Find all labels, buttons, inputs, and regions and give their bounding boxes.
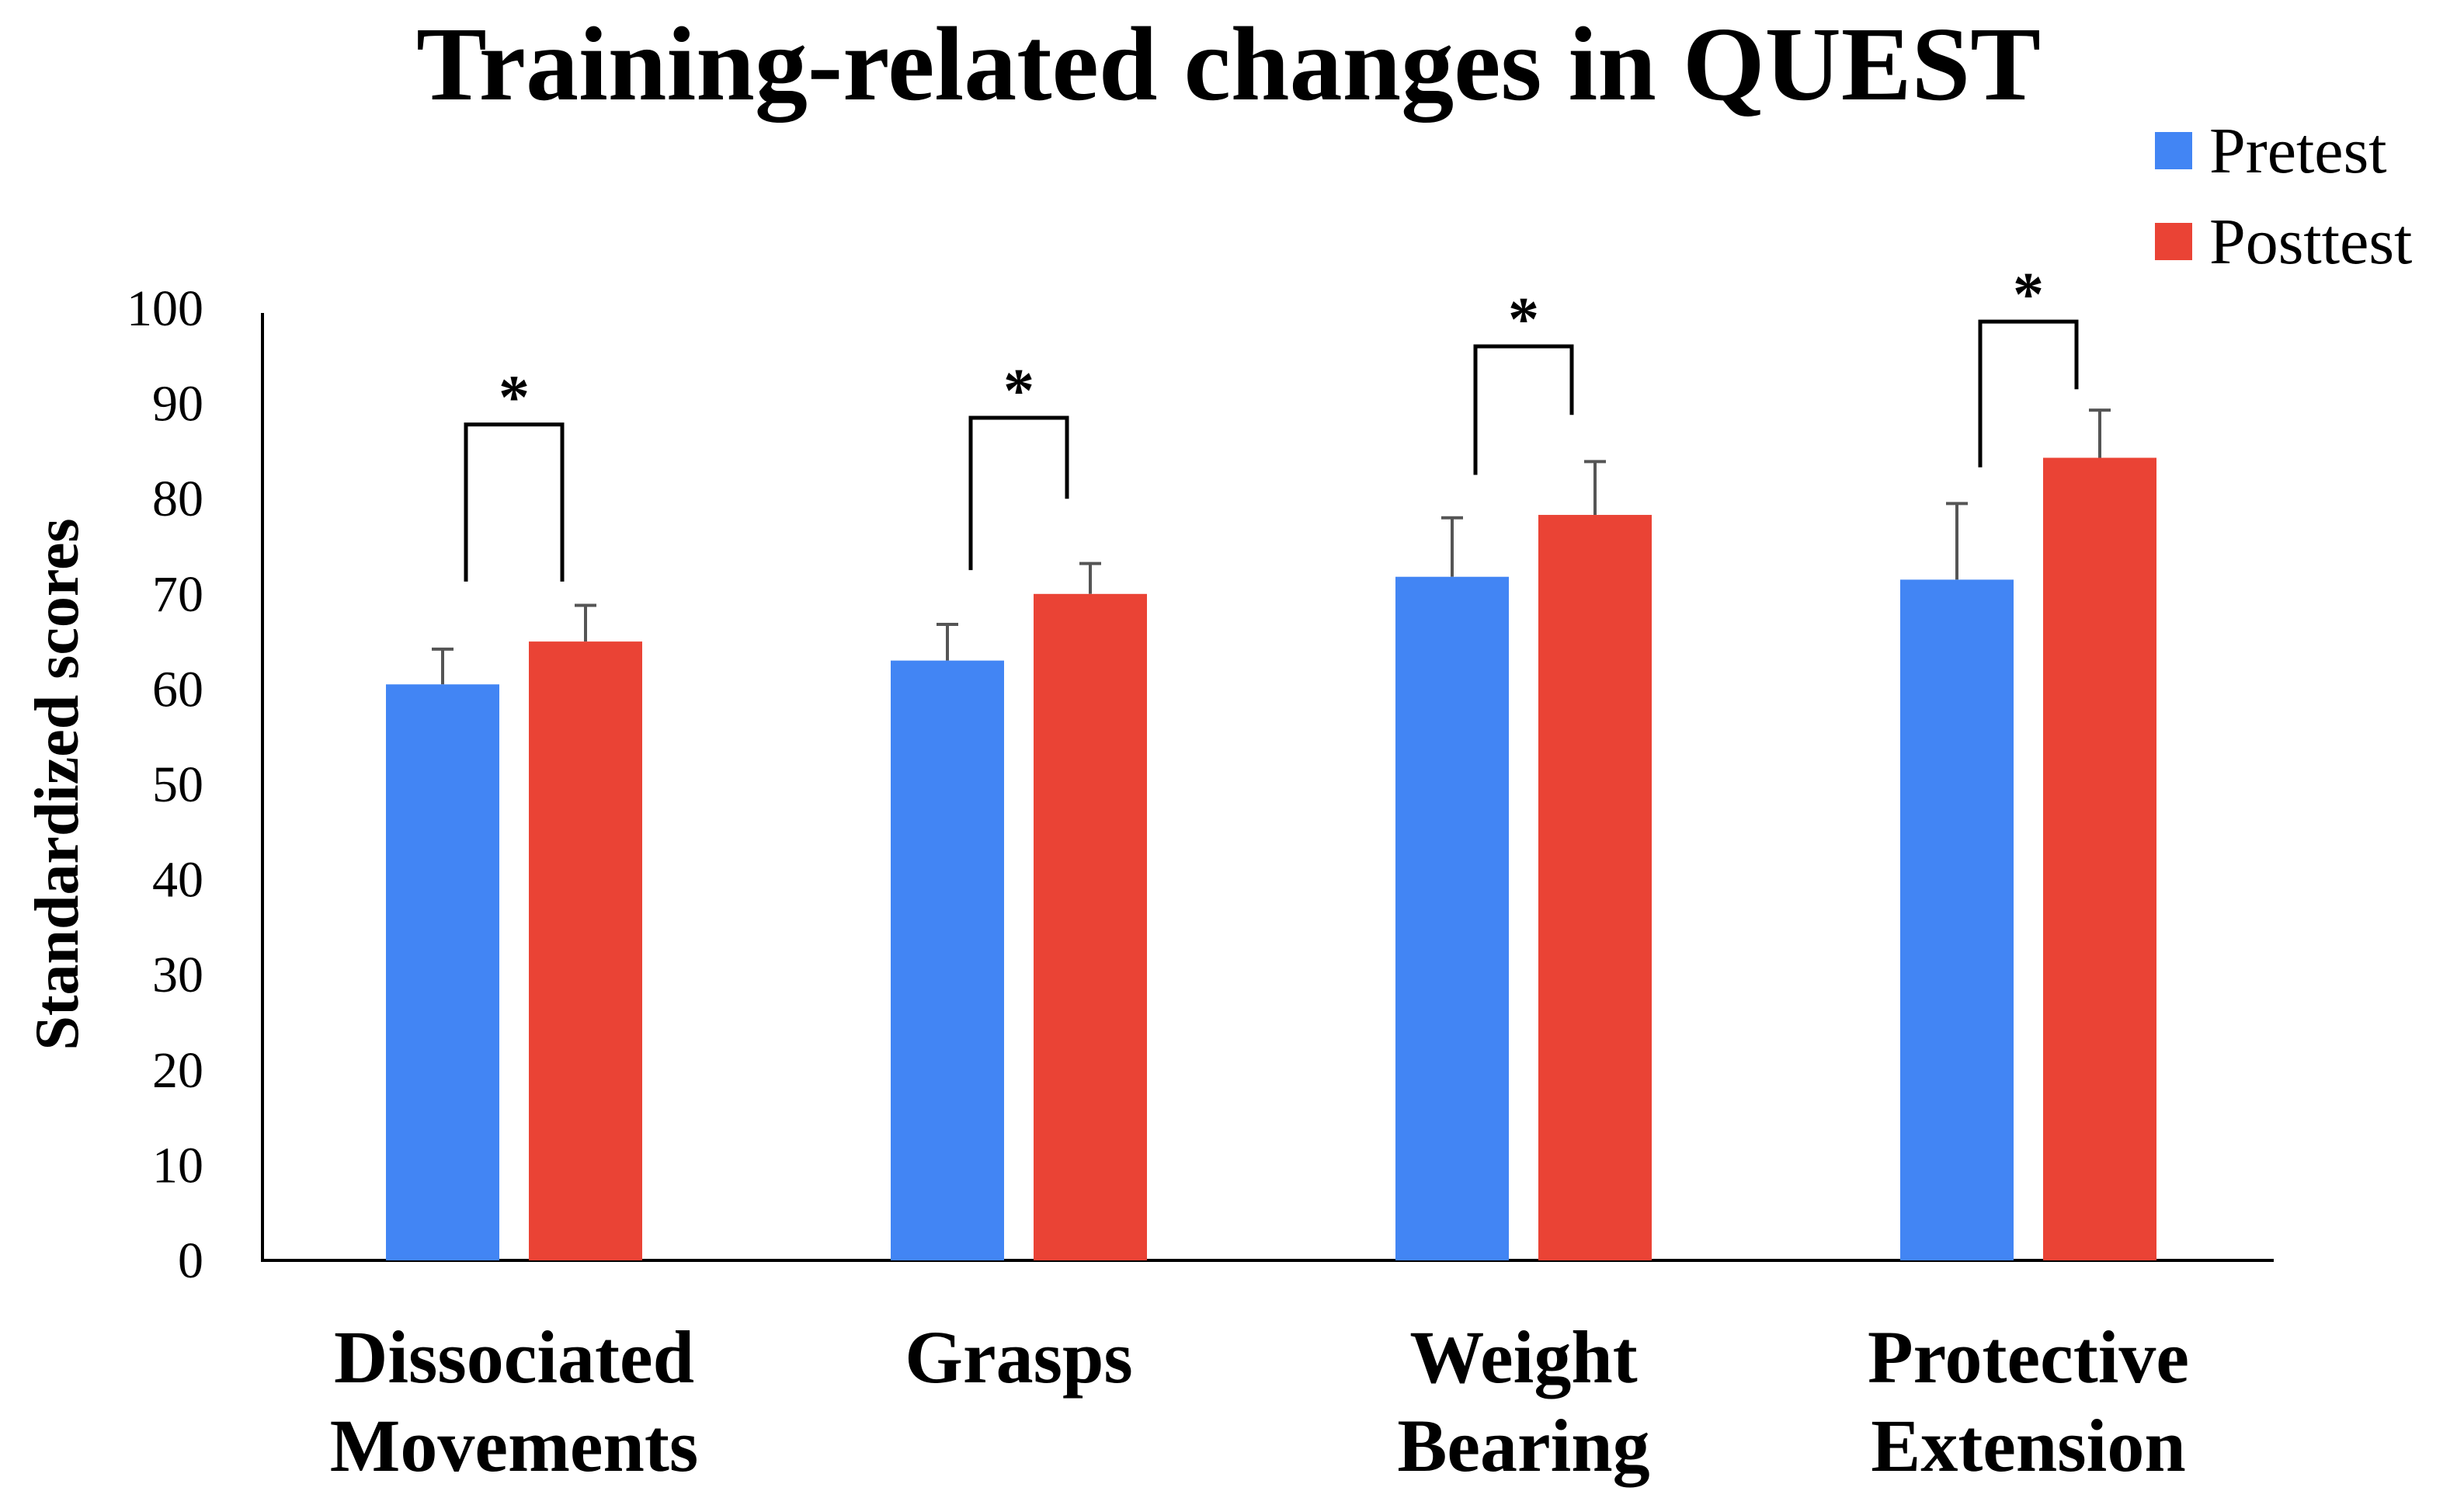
significance-markers: * * * * [464,261,2079,582]
significance-star-2: * [1508,286,1539,354]
y-tick-label: 70 [152,566,203,623]
legend-swatch-posttest [2155,223,2192,260]
x-category-label: Extension [1871,1404,2185,1487]
posttest-bar-2 [1538,515,1652,1260]
legend: Pretest Posttest [2155,115,2412,278]
x-category-label: Dissociated [334,1316,694,1399]
significance-star-0: * [499,364,530,433]
y-tick-label: 90 [152,376,203,433]
y-tick-label: 80 [152,471,203,527]
x-category-label: Grasps [905,1316,1132,1399]
legend-label-posttest: Posttest [2209,206,2412,278]
significance-bracket-3 [1978,319,2079,468]
pretest-bar-3 [1900,579,2014,1260]
significance-star-3: * [2013,261,2044,329]
error-bars [432,408,2111,685]
x-category-label: Weight [1409,1316,1637,1399]
pretest-bar-2 [1395,576,1509,1260]
y-axis-label: Standardized scores [23,518,92,1050]
posttest-bar-1 [1034,593,1147,1260]
x-category-label: Bearing [1397,1404,1649,1487]
significance-bracket-2 [1473,344,1574,475]
x-category-label: Protective [1868,1316,2189,1399]
y-tick-label: 20 [152,1042,203,1099]
legend-label-pretest: Pretest [2209,115,2387,187]
y-tick-label: 50 [152,756,203,813]
y-tick-label: 40 [152,852,203,909]
y-tick-label: 60 [152,661,203,718]
y-tick-label: 10 [152,1137,203,1194]
y-tick-label: 30 [152,947,203,1003]
chart-title: Training-related changes in QUEST [416,6,2041,123]
legend-swatch-pretest [2155,132,2192,169]
pretest-bar-0 [386,684,499,1260]
significance-bracket-1 [968,415,1069,571]
y-tick-label: 0 [178,1232,203,1289]
y-tick-labels: 0 10 20 30 40 50 60 70 80 90 100 [127,280,203,1289]
bars [386,457,2156,1261]
significance-bracket-0 [464,422,565,582]
significance-star-1: * [1003,357,1034,426]
x-category-label: Movements [330,1404,699,1487]
pretest-bar-1 [891,660,1004,1260]
posttest-bar-0 [529,641,642,1260]
y-tick-label: 100 [127,280,203,337]
posttest-bar-3 [2043,457,2156,1261]
